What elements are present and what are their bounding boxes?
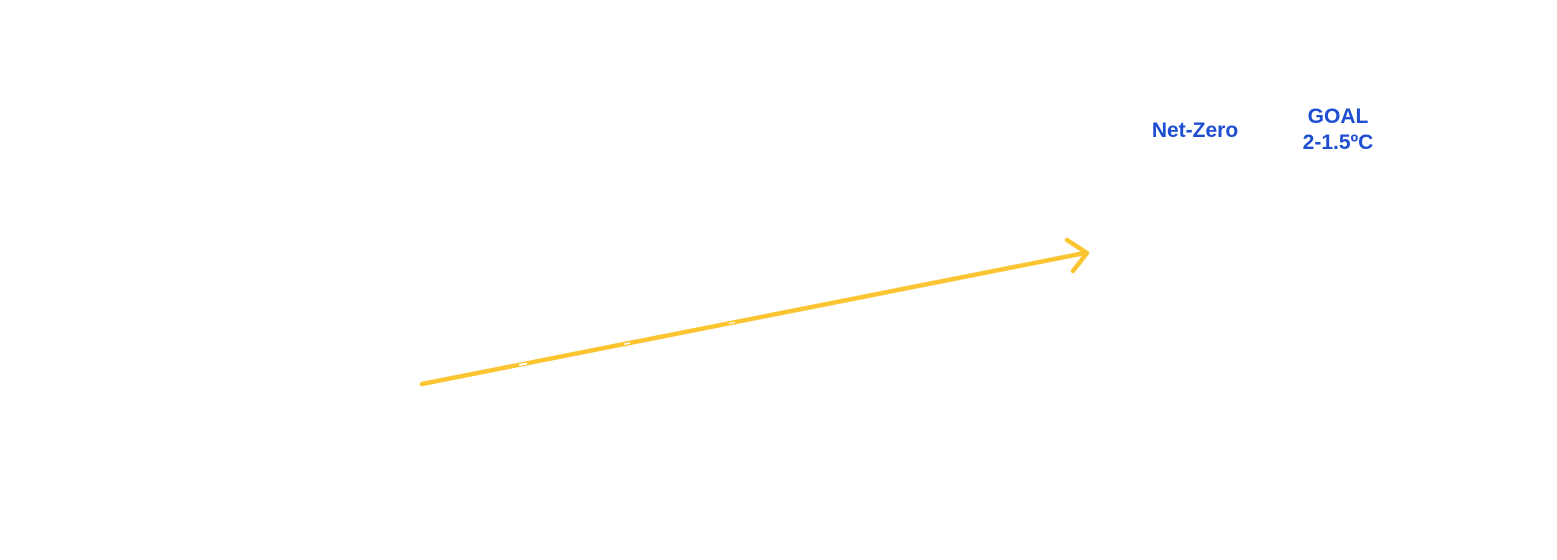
- arrow-shaft-gap-3: [728, 321, 736, 325]
- goal-value: 2-1.5ºC: [1302, 131, 1374, 154]
- goal-label: GOAL 2-1.5ºC: [1278, 104, 1398, 156]
- arrow-shaft-gap-2: [623, 342, 631, 345]
- arrow-shaft-gap-1: [518, 362, 528, 366]
- trend-up-arrow-icon: [419, 237, 1090, 387]
- goal-title: GOAL: [1307, 105, 1369, 128]
- net-zero-label: Net-Zero: [1151, 119, 1239, 142]
- arrow-shaft: [419, 250, 1088, 387]
- arrow-head: [1064, 237, 1090, 274]
